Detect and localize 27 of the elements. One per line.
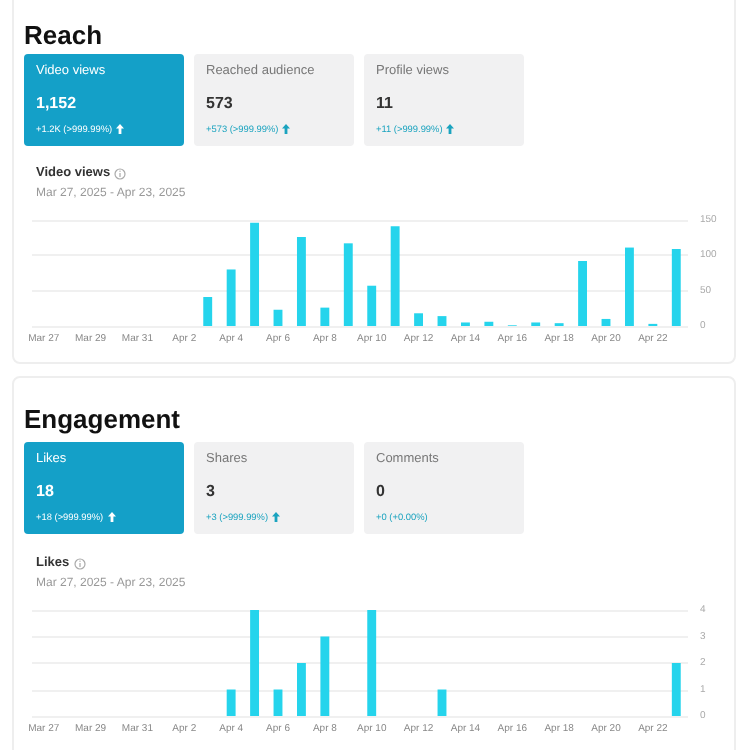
bar [671, 248, 681, 326]
text: 3 [206, 482, 215, 500]
bar [296, 663, 306, 716]
bar [203, 297, 213, 326]
text: Reach [24, 20, 103, 50]
text: 11 [376, 94, 393, 112]
bar [367, 285, 377, 326]
bar [226, 269, 236, 326]
text: 0 [376, 482, 385, 500]
text: Engagement [24, 404, 181, 434]
bar [414, 313, 424, 326]
bar [343, 243, 353, 326]
text: 1,152 [36, 94, 77, 112]
bar [390, 226, 400, 326]
bar [624, 247, 634, 326]
bar [320, 636, 330, 716]
bar [367, 610, 377, 716]
bar [250, 222, 260, 326]
bar [226, 689, 236, 716]
bar [320, 307, 330, 326]
bar [578, 260, 588, 326]
text: 18 [36, 482, 54, 500]
bar [671, 663, 681, 716]
bar [437, 316, 447, 326]
bar [296, 236, 306, 326]
text: 573 [206, 94, 233, 112]
bar [250, 610, 260, 716]
